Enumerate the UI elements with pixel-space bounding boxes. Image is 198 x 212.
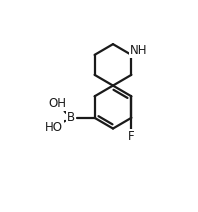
Text: F: F bbox=[128, 130, 135, 143]
Text: OH: OH bbox=[49, 98, 67, 110]
Text: B: B bbox=[67, 111, 75, 124]
Text: NH: NH bbox=[129, 44, 147, 57]
Text: HO: HO bbox=[45, 120, 63, 134]
